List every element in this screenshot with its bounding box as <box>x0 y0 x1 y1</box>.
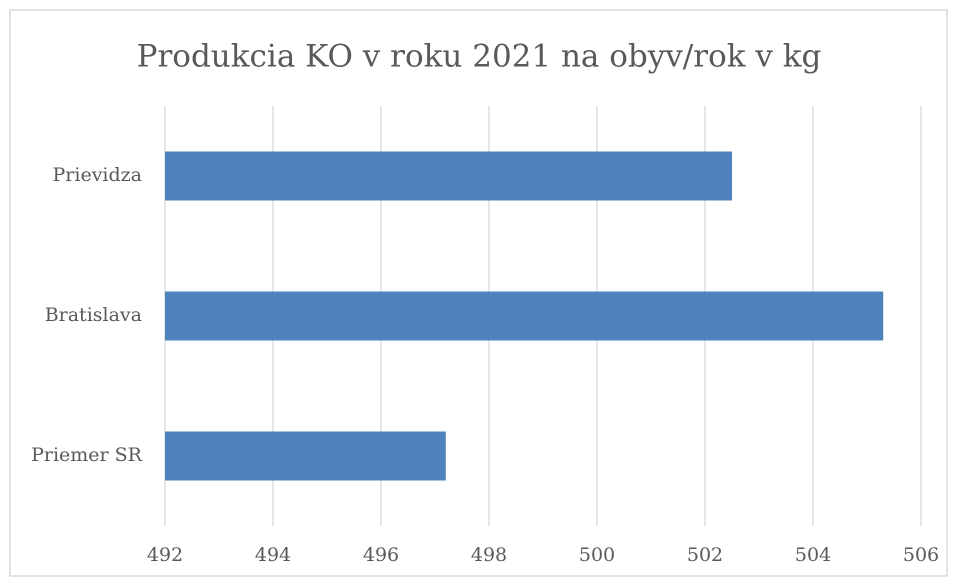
y-tick-label: Priemer SR <box>31 444 143 466</box>
x-tick-label: 494 <box>255 544 291 566</box>
x-tick-label: 506 <box>903 544 939 566</box>
x-tick-label: 496 <box>363 544 399 566</box>
y-tick-label: Prievidza <box>53 164 143 186</box>
x-tick-label: 498 <box>471 544 507 566</box>
x-tick-label: 500 <box>579 544 615 566</box>
chart-title: Produkcia KO v roku 2021 na obyv/rok v k… <box>137 39 822 75</box>
y-tick-label: Bratislava <box>45 304 142 326</box>
x-tick-label: 492 <box>147 544 183 566</box>
bar <box>165 291 884 341</box>
x-tick-label: 502 <box>687 544 723 566</box>
x-tick-label: 504 <box>795 544 831 566</box>
bar <box>165 431 446 481</box>
bar <box>165 151 732 201</box>
